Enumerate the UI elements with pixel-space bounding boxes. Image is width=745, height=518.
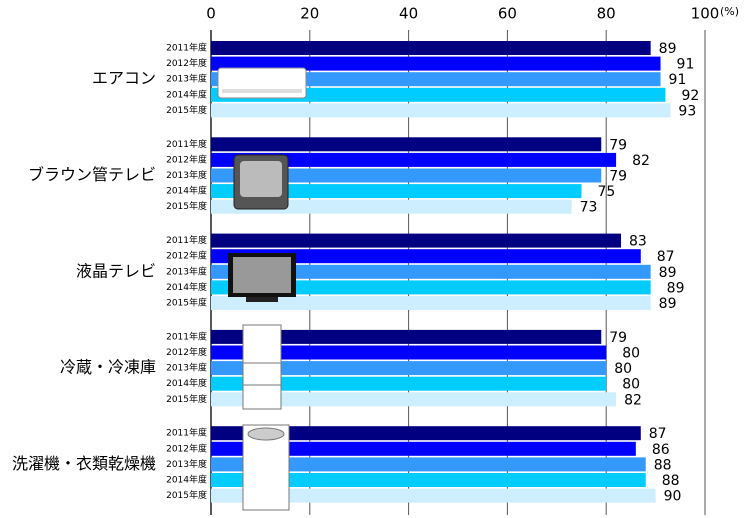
category-label: ブラウン管テレビ	[28, 165, 156, 184]
year-label: 2015年度	[166, 393, 207, 405]
value-label: 91	[669, 72, 687, 88]
value-label: 91	[677, 57, 695, 73]
year-label: 2012年度	[166, 57, 207, 69]
year-label: 2014年度	[166, 377, 207, 389]
aircon-icon	[217, 67, 307, 99]
bar	[211, 168, 602, 183]
washer-icon	[242, 424, 290, 511]
crt-screen	[240, 161, 282, 197]
value-label: 87	[649, 426, 667, 442]
year-label: 2013年度	[166, 265, 207, 277]
year-label: 2014年度	[166, 281, 207, 293]
year-label: 2011年度	[166, 42, 207, 54]
bar	[211, 137, 602, 152]
bar	[211, 72, 661, 87]
x-tick-label: 60	[498, 5, 517, 23]
value-label: 80	[622, 377, 640, 393]
fridge-icon	[242, 324, 282, 410]
bar	[211, 280, 651, 295]
icons	[217, 67, 307, 511]
value-label: 89	[659, 296, 677, 312]
year-label: 2012年度	[166, 346, 207, 358]
lcd-screen	[233, 257, 291, 293]
bar	[211, 473, 646, 487]
year-label: 2011年度	[166, 138, 207, 150]
value-label: 82	[624, 392, 642, 408]
value-label: 79	[609, 137, 627, 153]
x-tick-label: 40	[399, 5, 418, 23]
x-axis-label: (%)	[720, 5, 739, 18]
year-label: 2011年度	[166, 330, 207, 342]
bar	[211, 87, 666, 102]
bar	[211, 233, 622, 248]
category-label: 冷蔵・冷凍庫	[60, 358, 156, 377]
bar	[211, 376, 607, 391]
year-label: 2013年度	[166, 362, 207, 374]
bars	[211, 41, 671, 503]
labels: 0 20 40 60 80 100 エアコン 2011年度 89 2012年度 91 2013年度 91…	[12, 5, 719, 505]
bar	[211, 184, 582, 199]
year-label: 2011年度	[166, 234, 207, 246]
x-tick-label: 20	[300, 5, 319, 23]
bar	[211, 441, 636, 456]
year-label: 2012年度	[166, 250, 207, 262]
value-label: 90	[664, 489, 682, 505]
x-tick-label: 0	[206, 5, 216, 23]
year-label: 2013年度	[166, 73, 207, 85]
value-label: 80	[622, 346, 640, 362]
value-label: 88	[654, 457, 672, 473]
bar	[211, 264, 651, 279]
lcd-stand	[246, 297, 278, 302]
value-label: 83	[629, 234, 647, 250]
year-label: 2014年度	[166, 185, 207, 197]
year-label: 2012年度	[166, 442, 207, 454]
year-label: 2015年度	[166, 200, 207, 212]
x-tick-label: 100	[691, 5, 720, 23]
year-label: 2015年度	[166, 489, 207, 501]
category-label: 洗濯機・衣類乾燥機	[12, 454, 156, 473]
value-label: 73	[580, 200, 598, 216]
value-label: 82	[632, 153, 650, 169]
value-label: 89	[659, 41, 677, 57]
value-label: 79	[609, 169, 627, 185]
year-label: 2014年度	[166, 88, 207, 100]
bar	[211, 199, 572, 214]
year-label: 2013年度	[166, 169, 207, 181]
value-label: 86	[652, 442, 670, 458]
value-label: 88	[662, 473, 680, 489]
bar	[211, 392, 617, 407]
bar	[211, 152, 617, 167]
x-tick-label: 80	[597, 5, 616, 23]
washer-lid	[247, 427, 285, 441]
category-label: 液晶テレビ	[76, 261, 156, 280]
year-label: 2015年度	[166, 297, 207, 309]
value-label: 79	[609, 330, 627, 346]
bar	[211, 457, 646, 472]
value-label: 89	[659, 265, 677, 281]
bar	[211, 249, 641, 264]
category-label: エアコン	[92, 69, 156, 88]
aircon-vent	[222, 89, 302, 93]
value-label: 92	[681, 88, 699, 104]
bar	[211, 41, 651, 55]
year-label: 2011年度	[166, 427, 207, 439]
value-label: 93	[678, 103, 696, 119]
bar	[211, 345, 607, 360]
bar	[211, 361, 607, 376]
bar	[211, 488, 656, 503]
value-label: 87	[657, 249, 675, 265]
bar	[211, 103, 671, 118]
value-label: 80	[614, 361, 632, 377]
bar	[211, 329, 602, 344]
year-label: 2013年度	[166, 458, 207, 470]
year-label: 2015年度	[166, 104, 207, 116]
value-label: 89	[667, 280, 685, 296]
value-label: 75	[598, 184, 616, 200]
bar	[211, 296, 651, 310]
bar	[211, 426, 641, 441]
year-label: 2012年度	[166, 153, 207, 165]
bar	[211, 56, 661, 71]
year-label: 2014年度	[166, 474, 207, 486]
